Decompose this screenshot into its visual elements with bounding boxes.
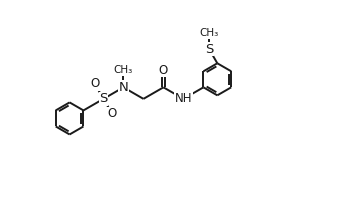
Text: NH: NH — [175, 92, 192, 105]
Text: N: N — [119, 81, 129, 94]
Text: O: O — [159, 63, 168, 77]
Text: CH₃: CH₃ — [114, 65, 133, 75]
Text: S: S — [205, 43, 213, 56]
Text: O: O — [108, 107, 117, 120]
Text: O: O — [90, 77, 99, 90]
Text: CH₃: CH₃ — [200, 28, 219, 38]
Text: S: S — [99, 92, 108, 105]
